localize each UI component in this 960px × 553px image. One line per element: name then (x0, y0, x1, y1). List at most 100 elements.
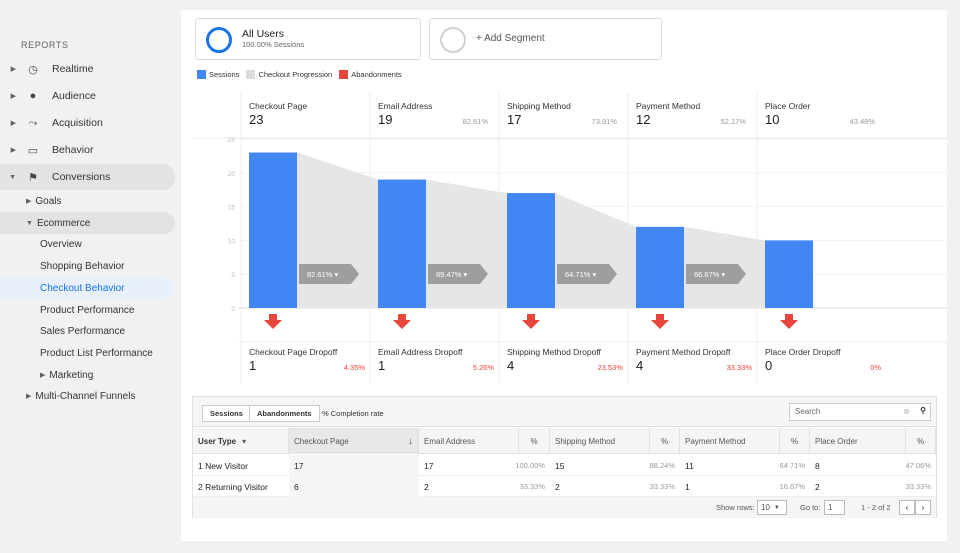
caret-right-icon: ▶ (26, 198, 32, 205)
tab-completion-rate[interactable]: % Completion rate (322, 409, 384, 418)
sidebar-item-audience[interactable]: ▶ ● Audience (0, 83, 175, 109)
user-type-cell[interactable]: 2 Returning Visitor (198, 481, 268, 492)
segment-ring-empty-icon (440, 27, 466, 53)
step-label: Payment Method (636, 101, 701, 111)
table-cell: 100.00% (515, 461, 545, 470)
column-header-label: Payment Method (685, 436, 746, 446)
sidebar-item-realtime[interactable]: ▶ ◷ Realtime (0, 56, 175, 82)
column-header[interactable]: Payment Method (680, 428, 780, 454)
ecommerce-label: Ecommerce (36, 217, 91, 229)
next-page-button[interactable]: › (915, 500, 931, 515)
y-tick-label: 5 (231, 272, 235, 279)
clear-icon[interactable]: ⊗ (903, 407, 910, 416)
person-icon: ● (29, 90, 37, 102)
caret-right-icon: ▶ (10, 120, 16, 127)
dropoff-arrow-icon (522, 314, 540, 329)
goto-input[interactable]: 1 (824, 500, 845, 515)
column-header[interactable]: Email Address (419, 428, 519, 454)
step-value: 10 (765, 112, 780, 127)
search-input[interactable]: Search ⊗ ⚲ (789, 403, 931, 421)
column-header-label: % (790, 436, 799, 446)
column-header[interactable]: Place Order (810, 428, 906, 454)
tab-sessions[interactable]: Sessions (202, 405, 251, 422)
dropoff-pct: 33.33% (726, 363, 752, 372)
step-value: 17 (507, 112, 522, 127)
dropoff-pct: 5.26% (472, 363, 494, 372)
table-cell: 47.06% (905, 461, 931, 470)
tab-abandonments[interactable]: Abandonments (249, 405, 320, 422)
sidebar-item-ecommerce[interactable]: ▼ Ecommerce (0, 212, 175, 234)
prev-page-button[interactable]: ‹ (899, 500, 915, 515)
caret-right-icon: ▶ (10, 66, 16, 73)
reports-header: REPORTS (21, 40, 69, 50)
dropoff-value: 4 (507, 358, 515, 373)
sidebar-item-sales-performance[interactable]: Sales Performance (40, 325, 126, 337)
flag-icon: ⚑ (28, 171, 38, 184)
column-header[interactable]: Shipping Method (550, 428, 650, 454)
table-footer: Show rows: 10 ▼ Go to: 1 1 - 2 of 2 ‹ › (193, 497, 936, 518)
dropoff-arrow-icon (780, 314, 798, 329)
table-cell: 8 (815, 460, 820, 471)
step-pct: 52.17% (720, 117, 746, 126)
step-label: Checkout Page (249, 101, 308, 111)
sidebar-item-label: Audience (52, 90, 96, 102)
multichannel-label: Multi-Channel Funnels (35, 390, 136, 402)
search-icon[interactable]: ⚲ (920, 406, 926, 415)
dropoff-value: 1 (378, 358, 386, 373)
sidebar-item-product-performance[interactable]: Product Performance (40, 304, 135, 316)
show-rows-select[interactable]: 10 ▼ (757, 500, 787, 515)
column-header[interactable]: % (906, 428, 936, 454)
table-row[interactable]: 1 New Visitor 17 17 100.00% 15 88.24% 11 64.71%… (193, 455, 936, 476)
step-value: 12 (636, 112, 651, 127)
table-cell: 6 (289, 476, 419, 497)
sidebar-item-label: Realtime (52, 63, 94, 75)
chevron-down-icon: ▾ (242, 436, 247, 446)
column-header-label: Place Order (815, 436, 858, 446)
sidebar-item-behavior[interactable]: ▶ ▭ Behavior (0, 137, 175, 163)
add-segment-button[interactable]: + Add Segment (429, 18, 662, 60)
step-value: 19 (378, 112, 393, 127)
show-rows-label: Show rows: (716, 503, 755, 512)
user-type-cell[interactable]: 1 New Visitor (198, 460, 248, 471)
dropoff-label: Email Address Dropoff (378, 347, 463, 357)
sidebar-item-marketing[interactable]: ▶ Marketing (40, 364, 93, 386)
y-tick-label: 0 (231, 306, 235, 313)
sidebar-item-shopping-behavior[interactable]: Shopping Behavior (40, 260, 125, 272)
table-header: User Type ▾ Checkout Page ↓ Email Address% S… (193, 428, 936, 454)
segment-all-users[interactable]: All Users 100.00% Sessions (195, 18, 421, 60)
sidebar-item-multichannel[interactable]: ▶ Multi-Channel Funnels (26, 385, 135, 407)
sidebar-item-label: Conversions (52, 171, 111, 183)
goals-label: Goals (35, 195, 62, 207)
dropoff-label: Shipping Method Dropoff (507, 347, 601, 357)
chart-legend: Sessions Checkout Progression Abandonmen… (197, 70, 409, 79)
goto-value: 1 (828, 503, 833, 512)
sidebar-item-overview[interactable]: Overview (40, 238, 82, 250)
sidebar-item-acquisition[interactable]: ▶ ⤳ Acquisition (0, 110, 175, 136)
column-header[interactable]: Checkout Page ↓ (289, 428, 419, 454)
progression-badge (428, 264, 488, 284)
table-cell: 64.71% (779, 461, 805, 470)
progression-badge (299, 264, 359, 284)
column-header[interactable]: User Type ▾ (193, 428, 289, 454)
progression-pct: 66.67% ▾ (694, 270, 726, 279)
column-header-label: User Type (198, 436, 237, 446)
sidebar-item-product-list-performance[interactable]: Product List Performance (40, 347, 153, 359)
step-label: Email Address (378, 101, 433, 111)
column-header[interactable]: % (519, 428, 550, 454)
dropoff-label: Payment Method Dropoff (636, 347, 731, 357)
dropoff-value: 0 (765, 358, 773, 373)
step-pct: 43.48% (849, 117, 875, 126)
sidebar-item-goals[interactable]: ▶ Goals (26, 190, 62, 212)
column-header[interactable]: % (780, 428, 810, 454)
caret-down-icon: ▼ (9, 173, 16, 181)
step-label: Place Order (765, 101, 811, 111)
sidebar-item-label: Behavior (52, 144, 94, 156)
table-row[interactable]: 2 Returning Visitor 6 2 33.33% 2 33.33% 1 16.67… (193, 476, 936, 497)
sidebar-item-conversions[interactable]: ▼ ⚑ Conversions (0, 164, 175, 190)
sidebar-item-checkout-behavior[interactable]: Checkout Behavior (0, 277, 175, 299)
data-table: Sessions Abandonments % Completion rate … (192, 396, 937, 518)
progression-pct: 89.47% ▾ (436, 270, 468, 279)
page-range: 1 - 2 of 2 (861, 503, 891, 512)
column-header[interactable]: % (650, 428, 680, 454)
column-header-label: % (530, 436, 538, 446)
